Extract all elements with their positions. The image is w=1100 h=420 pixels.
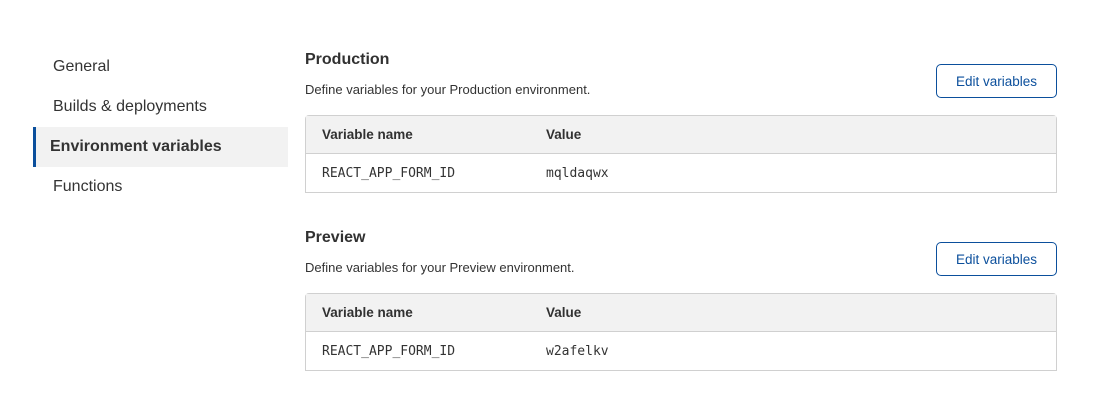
sidebar-item-functions[interactable]: Functions [53,178,123,195]
sidebar-item-builds-deployments[interactable]: Builds & deployments [53,98,207,115]
column-header-value: Value [546,127,582,142]
table-header: Variable name Value [306,294,1056,332]
column-header-value: Value [546,305,582,320]
variable-name: REACT_APP_FORM_ID [322,165,456,181]
table-row: REACT_APP_FORM_ID w2afelkv [306,332,1056,370]
section-description: Define variables for your Preview enviro… [305,260,575,275]
edit-variables-button[interactable]: Edit variables [936,242,1057,276]
variable-value: mqldaqwx [546,165,609,181]
edit-variables-button[interactable]: Edit variables [936,64,1057,98]
variable-value: w2afelkv [546,343,609,359]
sidebar-item-general[interactable]: General [53,58,110,75]
column-header-name: Variable name [322,305,413,320]
variables-table: Variable name Value REACT_APP_FORM_ID mq… [305,115,1057,193]
section-description: Define variables for your Production env… [305,82,591,97]
settings-sidebar: General Builds & deployments Environment… [33,47,288,207]
variables-table: Variable name Value REACT_APP_FORM_ID w2… [305,293,1057,371]
table-header: Variable name Value [306,116,1056,154]
sidebar-item-environment-variables[interactable]: Environment variables [33,127,288,167]
section-title: Preview [305,229,366,246]
table-row: REACT_APP_FORM_ID mqldaqwx [306,154,1056,192]
section-title: Production [305,51,390,68]
column-header-name: Variable name [322,127,413,142]
variable-name: REACT_APP_FORM_ID [322,343,456,359]
